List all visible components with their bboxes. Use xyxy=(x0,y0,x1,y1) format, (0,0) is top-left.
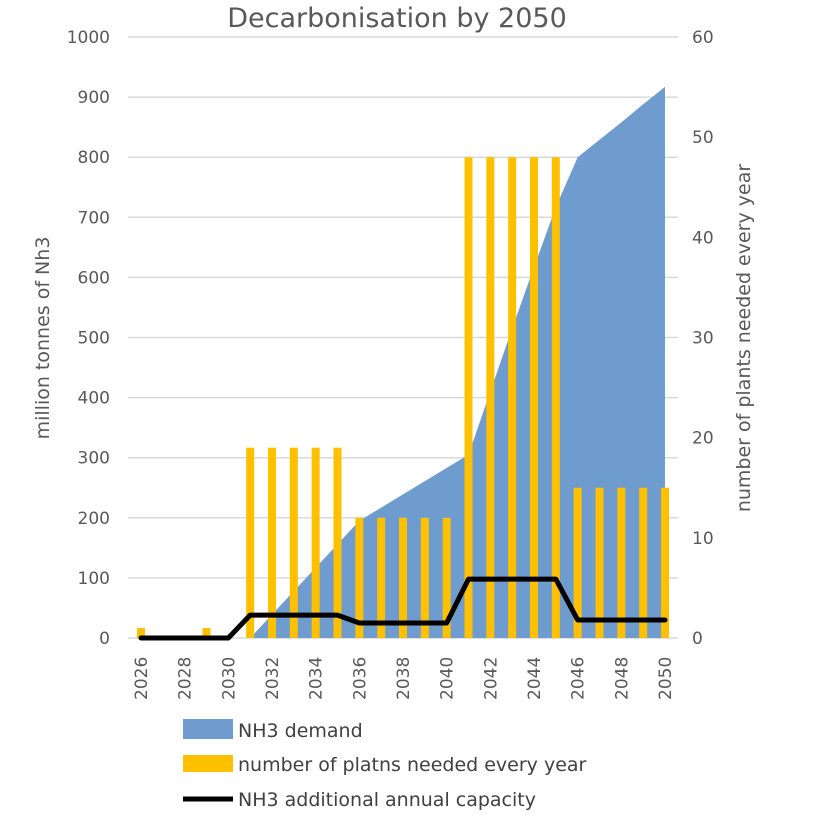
bar xyxy=(289,447,298,638)
legend-swatch-area xyxy=(183,719,233,739)
x-tick-label: 2032 xyxy=(263,657,283,700)
bar xyxy=(530,157,538,638)
x-tick-label: 2026 xyxy=(132,657,152,700)
bar xyxy=(617,487,626,638)
x-tick-label: 2042 xyxy=(481,657,501,700)
bar xyxy=(246,447,255,638)
bar xyxy=(202,627,211,638)
bar xyxy=(333,447,342,638)
x-tick-label: 2046 xyxy=(569,657,589,700)
right-axis-label: number of plants needed every year xyxy=(733,164,755,513)
right-tick-label: 0 xyxy=(692,629,703,649)
left-axis-label: million tonnes of Nh3 xyxy=(32,237,54,440)
left-axis-ticks: 0 100 200 300 400 500 600 700 800 900 1000 xyxy=(67,28,110,649)
bar xyxy=(399,517,407,638)
gridlines xyxy=(128,36,678,639)
right-tick-label: 30 xyxy=(692,329,714,349)
left-tick-label: 100 xyxy=(78,569,110,589)
left-tick-label: 300 xyxy=(78,449,110,469)
right-tick-label: 10 xyxy=(692,529,714,549)
x-tick-label: 2034 xyxy=(307,657,327,700)
bar xyxy=(137,627,145,638)
x-tick-label: 2044 xyxy=(525,657,545,700)
left-tick-label: 200 xyxy=(78,509,110,529)
right-tick-label: 60 xyxy=(692,28,714,48)
bar xyxy=(464,157,473,638)
bar xyxy=(377,517,386,638)
bar xyxy=(508,157,517,638)
left-tick-label: 700 xyxy=(78,208,110,228)
bar xyxy=(311,447,320,638)
bar xyxy=(551,157,560,638)
legend-swatch-bar xyxy=(183,755,233,772)
left-tick-label: 400 xyxy=(78,389,110,409)
legend: NH3 demand number of platns needed every… xyxy=(183,719,587,811)
x-tick-label: 2050 xyxy=(656,657,676,700)
legend-label-bar: number of platns needed every year xyxy=(238,754,587,776)
right-axis-ticks: 0 10 20 30 40 50 60 xyxy=(692,28,714,649)
bar xyxy=(442,517,451,638)
x-tick-label: 2038 xyxy=(394,657,414,700)
left-tick-label: 0 xyxy=(99,629,110,649)
left-tick-label: 600 xyxy=(78,268,110,288)
left-tick-label: 800 xyxy=(78,148,110,168)
left-tick-label: 500 xyxy=(78,329,110,349)
x-tick-label: 2030 xyxy=(219,657,239,700)
x-tick-label: 2028 xyxy=(176,657,196,700)
bar-series xyxy=(137,157,669,638)
x-tick-label: 2048 xyxy=(612,657,632,700)
x-tick-label: 2036 xyxy=(350,657,370,700)
left-tick-label: 900 xyxy=(78,88,110,108)
bar xyxy=(639,487,648,638)
bar xyxy=(355,517,364,638)
bar xyxy=(486,157,495,638)
bar xyxy=(595,487,604,638)
chart-title: Decarbonisation by 2050 xyxy=(227,3,567,34)
bar xyxy=(420,517,429,638)
right-tick-label: 40 xyxy=(692,228,714,248)
left-tick-label: 1000 xyxy=(67,28,110,48)
bar xyxy=(573,487,582,638)
legend-label-line: NH3 additional annual capacity xyxy=(238,789,536,811)
bar xyxy=(661,487,669,638)
bar xyxy=(268,447,276,638)
line-series xyxy=(138,576,668,641)
x-axis-ticks: 2026 2028 2030 2032 2034 2036 2038 2040 2042 2044… xyxy=(132,657,676,700)
x-tick-label: 2040 xyxy=(438,657,458,700)
right-tick-label: 50 xyxy=(692,128,714,148)
legend-label-area: NH3 demand xyxy=(238,720,363,742)
right-tick-label: 20 xyxy=(692,429,714,449)
